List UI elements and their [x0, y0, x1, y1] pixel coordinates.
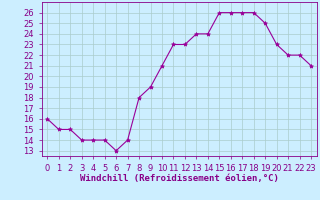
X-axis label: Windchill (Refroidissement éolien,°C): Windchill (Refroidissement éolien,°C)	[80, 174, 279, 183]
